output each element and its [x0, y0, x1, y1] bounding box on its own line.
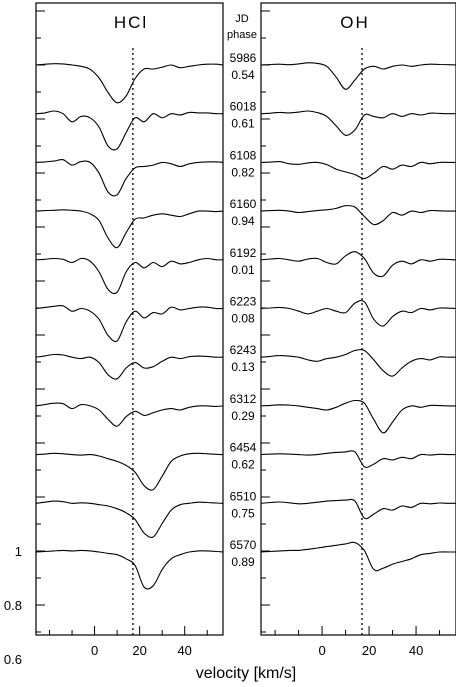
x-axis-label: velocity [km/s]: [196, 665, 296, 682]
epoch-jd-label: 6454: [230, 441, 257, 455]
epoch-phase-label: 0.08: [231, 312, 255, 326]
epoch-jd-label: 6192: [230, 246, 257, 260]
panel-oh-frame: [260, 2, 456, 636]
x-tick-label: 20: [132, 643, 146, 658]
hcl-spectrum-6243: [35, 353, 224, 380]
epoch-jd-label: 6510: [230, 489, 257, 503]
epoch-phase-label: 0.94: [231, 214, 255, 228]
oh-spectrum-6223: [260, 300, 456, 327]
oh-spectrum-6192: [260, 251, 456, 278]
epoch-phase-label: 0.89: [231, 555, 255, 569]
y-tick-label: 0.8: [4, 598, 22, 613]
hcl-spectrum-6192: [35, 257, 224, 295]
epoch-jd-label: 6312: [230, 392, 257, 406]
oh-spectrum-6510: [260, 498, 456, 520]
header-phase: phase: [227, 29, 257, 41]
epoch-phase-label: 0.01: [231, 263, 255, 277]
epoch-labels: 5986 0.54 6018 0.61 6108 0.82 6160 0.94 6192 0.01…: [230, 51, 257, 569]
epoch-phase-label: 0.62: [231, 458, 255, 472]
hcl-spectrum-6160: [35, 209, 224, 249]
oh-spectrum-5986: [260, 62, 456, 90]
epoch-phase-label: 0.82: [231, 165, 255, 179]
hcl-spectrum-6510: [35, 500, 224, 539]
oh-spectrum-6243: [260, 349, 456, 377]
hcl-spectrum-6018: [35, 110, 224, 151]
epoch-jd-label: 6108: [230, 148, 257, 162]
hcl-spectrum-6312: [35, 402, 224, 427]
panel-hcl-spectra: [35, 63, 224, 590]
panel-hcl-ticks: [36, 10, 208, 635]
oh-spectrum-6312: [260, 399, 456, 434]
epoch-phase-label: 0.75: [231, 506, 255, 520]
panel-oh-title: OH: [340, 13, 370, 32]
y-tick-label: 1: [15, 544, 22, 559]
hcl-spectrum-6223: [35, 304, 224, 343]
epoch-jd-label: 6570: [230, 538, 257, 552]
panel-oh-spectra: [260, 62, 456, 572]
hcl-spectrum-5986: [35, 63, 224, 104]
y-axis-tick-labels: 1 0.8 0.6: [4, 544, 22, 667]
epoch-jd-label: 6160: [230, 197, 257, 211]
header-jd: JD: [235, 13, 249, 25]
oh-spectrum-6570: [260, 541, 456, 572]
epoch-header: JD phase: [227, 13, 257, 41]
epoch-jd-label: 6018: [230, 100, 257, 114]
hcl-spectrum-6108: [35, 158, 224, 197]
panel-hcl-title: HCl: [114, 13, 148, 32]
panel-hcl: HCl: [35, 2, 224, 636]
epoch-phase-label: 0.61: [231, 117, 255, 131]
x-tick-label: 0: [91, 643, 98, 658]
oh-spectrum-6018: [260, 110, 456, 136]
epoch-jd-label: 6223: [230, 295, 257, 309]
panel-oh-ticks: [261, 10, 441, 635]
oh-spectrum-6160: [260, 205, 456, 226]
x-tick-label: 40: [177, 643, 191, 658]
epoch-phase-label: 0.54: [231, 68, 255, 82]
y-tick-label: 0.6: [4, 652, 22, 667]
x-tick-label: 40: [409, 643, 423, 658]
hcl-spectrum-6570: [35, 549, 224, 590]
panel-hcl-frame: [35, 2, 224, 636]
x-axis-tick-labels: 0 20 40 0 20 40: [91, 643, 423, 658]
epoch-phase-label: 0.13: [231, 360, 255, 374]
oh-spectrum-6108: [260, 160, 456, 180]
epoch-jd-label: 6243: [230, 343, 257, 357]
epoch-phase-label: 0.29: [231, 409, 255, 423]
epoch-jd-label: 5986: [230, 51, 257, 65]
x-tick-label: 0: [318, 643, 325, 658]
hcl-spectrum-6454: [35, 452, 224, 491]
panel-oh: OH: [260, 2, 456, 636]
x-tick-label: 20: [362, 643, 376, 658]
oh-spectrum-6454: [260, 450, 456, 468]
